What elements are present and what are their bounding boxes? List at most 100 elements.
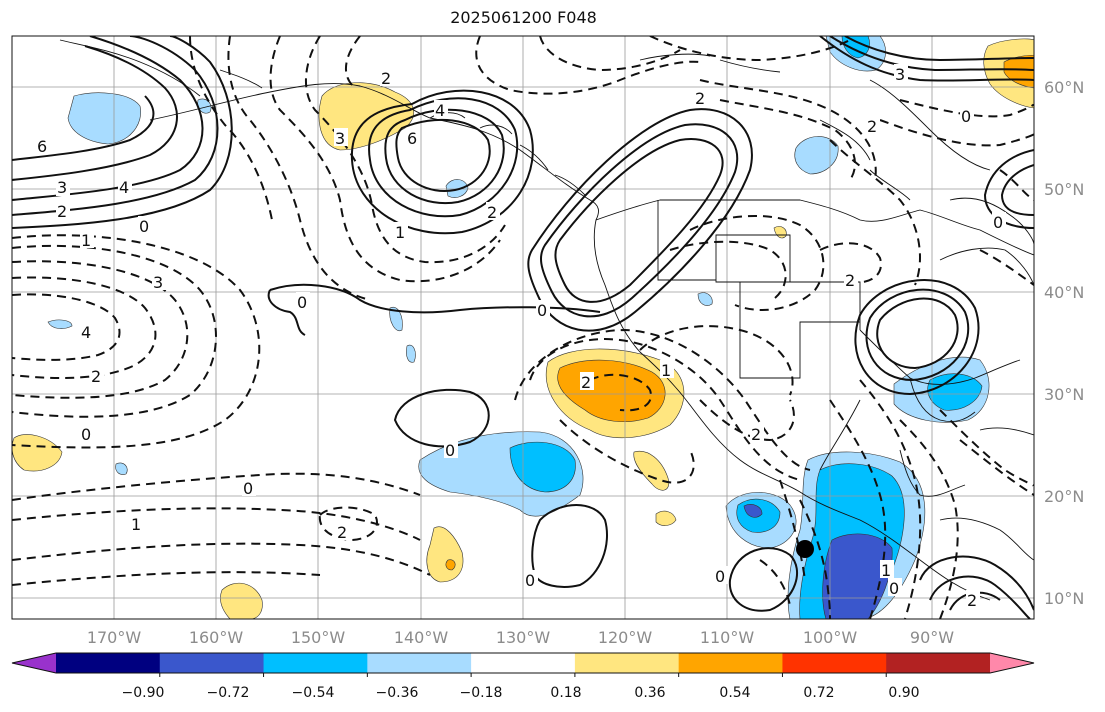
lon-label: 170°W — [87, 628, 142, 647]
lat-label: 50°N — [1044, 180, 1084, 199]
contour-label: 2 — [845, 271, 855, 290]
location-marker — [796, 540, 814, 558]
contour-label: 2 — [57, 202, 67, 221]
contour-label: 3 — [335, 129, 345, 148]
contour-label: 3 — [57, 178, 67, 197]
contour-label: 2 — [487, 203, 497, 222]
shaded-anomalies — [12, 36, 1034, 619]
colorbar-tick-label: −0.90 — [122, 685, 165, 701]
lon-label: 130°W — [496, 628, 551, 647]
warm-core-south-pacific — [445, 559, 456, 571]
contour-label: 2 — [967, 591, 977, 610]
contour-label: 0 — [993, 213, 1003, 232]
contour-label: 0 — [81, 425, 91, 444]
warm-patch-mexico — [633, 450, 670, 491]
lon-label: 160°W — [189, 628, 244, 647]
contour-labels: 6 4 3 2 0 1 4 2 0 1 2 3 4 6 — [36, 64, 1006, 610]
colorbar-tick-label: −0.18 — [460, 685, 503, 701]
contour-label: 6 — [407, 129, 417, 148]
contour-label: 1 — [81, 231, 91, 250]
cool-deep-central-america — [743, 504, 763, 518]
colorbar-tick-label: 0.72 — [803, 685, 834, 701]
contour-label: 0 — [715, 567, 725, 586]
contour-label: 4 — [81, 323, 91, 342]
latitude-labels: 60°N 50°N 40°N 30°N 20°N 10°N — [1044, 78, 1084, 608]
colorbar-tick-label: −0.54 — [292, 685, 335, 701]
colorbar-labels: −0.90 −0.72 −0.54 −0.36 −0.18 0.18 0.36 … — [122, 685, 920, 701]
contour-label: 0 — [139, 217, 149, 236]
contour-label: 0 — [445, 441, 455, 460]
colorbar-extend-high — [990, 653, 1034, 673]
lon-label: 110°W — [700, 628, 755, 647]
colorbar-outline — [11, 652, 1035, 674]
contour-label: 2 — [91, 367, 101, 386]
contour-label: 2 — [751, 425, 761, 444]
lat-label: 20°N — [1044, 487, 1084, 506]
warm-patch-sw-corner — [220, 582, 263, 619]
colorbar-tick-label: −0.72 — [207, 685, 250, 701]
contour-label: 4 — [435, 101, 445, 120]
warm-patch-small-1 — [655, 510, 677, 526]
contour-label: 0 — [889, 579, 899, 598]
contour-label: 2 — [867, 117, 877, 136]
cool-patch-small-west — [47, 319, 73, 329]
contour-label: 0 — [297, 293, 307, 312]
contours-dashed — [12, 36, 1034, 619]
cool-patch-west-pacific — [67, 92, 141, 145]
longitude-labels: 170°W 160°W 150°W 140°W 130°W 120°W 110°… — [87, 628, 954, 647]
contour-label: 3 — [153, 273, 163, 292]
colorbar-segment — [471, 653, 576, 673]
contour-label: 1 — [881, 561, 891, 580]
lon-label: 120°W — [598, 628, 653, 647]
contour-label: 0 — [961, 107, 971, 126]
colorbar-segment — [678, 653, 783, 673]
warm-patch-west — [12, 434, 63, 472]
contour-label: 6 — [37, 137, 47, 156]
contour-label: 2 — [337, 523, 347, 542]
map-border — [11, 35, 1035, 620]
contour-label: 1 — [661, 361, 671, 380]
colorbar-segment — [782, 653, 887, 673]
cool-patch-small-west-2 — [115, 462, 128, 475]
colorbar-segment — [367, 653, 472, 673]
contours-solid — [12, 36, 1034, 619]
contour-label: 3 — [895, 65, 905, 84]
lat-label: 40°N — [1044, 283, 1084, 302]
colorbar-segment — [263, 653, 368, 673]
contour-label: 2 — [381, 69, 391, 88]
lon-label: 140°W — [394, 628, 449, 647]
colorbar-segment — [574, 653, 680, 673]
lat-label: 60°N — [1044, 78, 1084, 97]
map-title: 2025061200 F048 — [450, 8, 597, 27]
colorbar-segment — [886, 653, 991, 673]
colorbar-segment — [159, 653, 265, 673]
graticule — [12, 36, 1034, 619]
contour-label: 1 — [131, 515, 141, 534]
lat-label: 10°N — [1044, 589, 1084, 608]
contour-label: 0 — [537, 301, 547, 320]
lon-label: 100°W — [803, 628, 858, 647]
colorbar-tick-label: 0.18 — [550, 685, 581, 701]
colorbar — [11, 652, 1035, 677]
cool-patch-gulf — [445, 179, 469, 198]
colorbar-segment — [56, 653, 161, 673]
contour-label: 2 — [695, 89, 705, 108]
contour-label: 1 — [395, 223, 405, 242]
lon-label: 150°W — [291, 628, 346, 647]
colorbar-tick-label: 0.54 — [719, 685, 750, 701]
cool-patch-mid-small-2 — [406, 344, 416, 363]
colorbar-extend-low — [12, 653, 56, 673]
colorbar-tick-label: 0.90 — [888, 685, 919, 701]
cool-core-mid-pacific — [509, 441, 576, 493]
cool-patch-mid-small-1 — [389, 306, 403, 332]
contour-label: 4 — [119, 178, 129, 197]
cool-patch-us-small — [697, 292, 713, 306]
lat-label: 30°N — [1044, 385, 1084, 404]
contour-label: 0 — [243, 479, 253, 498]
contour-label: 2 — [581, 373, 591, 392]
contour-label: 0 — [525, 571, 535, 590]
lon-label: 90°W — [910, 628, 954, 647]
colorbar-tick-label: −0.36 — [376, 685, 419, 701]
colorbar-tick-label: 0.36 — [634, 685, 665, 701]
